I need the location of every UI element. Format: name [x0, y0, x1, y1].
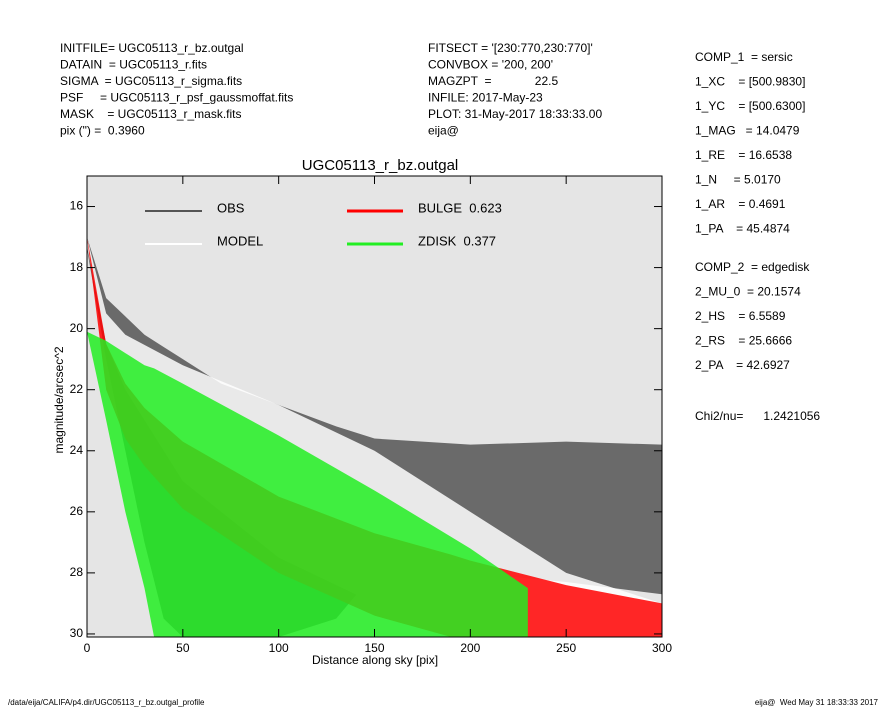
y-tick-label: 24 [70, 443, 84, 457]
footer-path: /data/eija/CALIFA/p4.dir/UGC05113_r_bz.o… [8, 698, 205, 707]
header-line: DATAIN = UGC05113_r.fits [60, 58, 207, 72]
fit-parameter: 1_PA = 45.4874 [695, 222, 790, 236]
y-tick-label: 26 [70, 504, 84, 518]
x-tick-label: 50 [176, 641, 190, 655]
header-line: INFILE: 2017-May-23 [428, 91, 543, 105]
fit-parameter: 1_XC = [500.9830] [695, 75, 805, 89]
fit-parameter: 1_AR = 0.4691 [695, 197, 786, 211]
fit-parameter: 1_N = 5.0170 [695, 173, 781, 187]
legend-label: OBS [217, 200, 245, 215]
fit-parameter: 2_PA = 42.6927 [695, 358, 790, 372]
fit-parameter: 2_RS = 25.6666 [695, 334, 792, 348]
header-line: FITSECT = '[230:770,230:770]' [428, 41, 593, 55]
fit-parameter: 1_MAG = 14.0479 [695, 124, 800, 138]
header-line: eija@ [428, 124, 459, 138]
x-axis-label: Distance along sky [pix] [312, 653, 438, 667]
x-tick-label: 300 [652, 641, 672, 655]
legend-label: BULGE 0.623 [418, 200, 502, 215]
x-tick-label: 100 [269, 641, 289, 655]
y-tick-label: 28 [70, 565, 84, 579]
y-tick-label: 20 [70, 321, 84, 335]
header-line: SIGMA = UGC05113_r_sigma.fits [60, 74, 242, 88]
fit-parameter: 2_HS = 6.5589 [695, 309, 786, 323]
x-tick-label: 250 [556, 641, 576, 655]
fit-parameter: Chi2/nu= 1.2421056 [695, 409, 820, 423]
legend-label: MODEL [217, 233, 263, 248]
plot-area [87, 237, 662, 637]
y-tick-label: 16 [70, 199, 84, 213]
fit-parameter: 1_RE = 16.6538 [695, 148, 792, 162]
header-line: PLOT: 31-May-2017 18:33:33.00 [428, 107, 602, 121]
header-line: PSF = UGC05113_r_psf_gaussmoffat.fits [60, 91, 293, 105]
header-line: CONVBOX = '200, 200' [428, 58, 553, 72]
header-line: pix (") = 0.3960 [60, 124, 145, 138]
header-line: MASK = UGC05113_r_mask.fits [60, 107, 242, 121]
header-line: INITFILE= UGC05113_r_bz.outgal [60, 41, 244, 55]
fit-parameter: COMP_1 = sersic [695, 50, 793, 64]
x-tick-label: 0 [84, 641, 91, 655]
legend-label: ZDISK 0.377 [418, 233, 496, 248]
fit-parameter: 1_YC = [500.6300] [695, 99, 805, 113]
fit-parameter: COMP_2 = edgedisk [695, 260, 810, 274]
y-axis-label: magnitude/arcsec^2 [52, 346, 66, 453]
header-line: MAGZPT = 22.5 [428, 74, 558, 88]
profile-band [87, 331, 528, 637]
fit-parameter: 2_MU_0 = 20.1574 [695, 285, 801, 299]
chart-title: UGC05113_r_bz.outgal [302, 157, 459, 174]
x-tick-label: 200 [460, 641, 480, 655]
x-tick-label: 150 [364, 641, 384, 655]
y-tick-label: 18 [70, 260, 84, 274]
y-tick-label: 30 [70, 626, 84, 640]
footer-stamp: eija@ Wed May 31 18:33:33 2017 [755, 698, 879, 707]
y-tick-label: 22 [70, 382, 84, 396]
